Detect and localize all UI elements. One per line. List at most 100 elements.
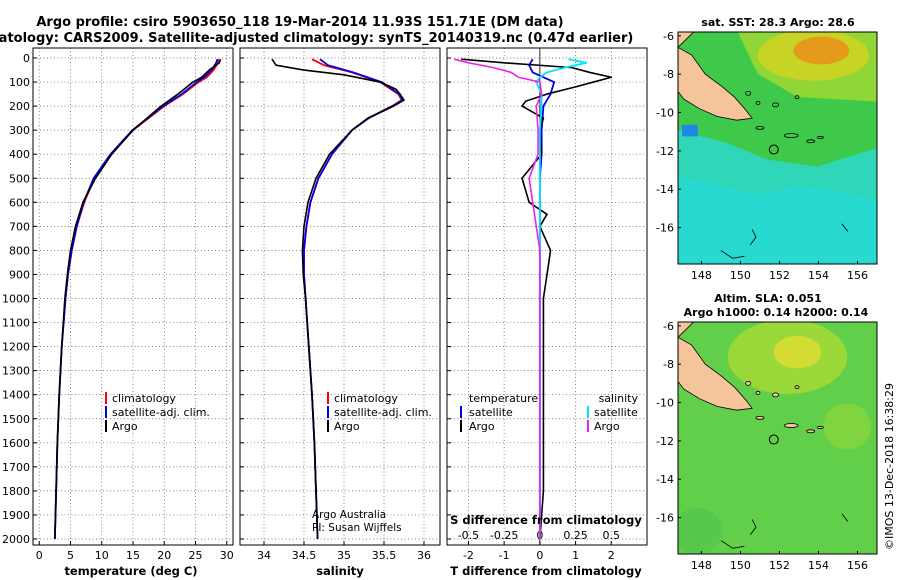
- difference-xlabel: T difference from climatology: [450, 564, 642, 578]
- lon-tick-label: 154: [808, 559, 829, 572]
- x-tick-label: 30: [220, 549, 234, 562]
- island: [806, 139, 816, 144]
- depth-axis: 0 100 200 300 400 500 600 700 800 900 1000 1100 1200…: [2, 52, 30, 546]
- lat-tick-label: -10: [656, 397, 674, 410]
- depth-tick-label: 1000: [2, 293, 30, 306]
- sla-map-title2: Argo h1000: 0.14 h2000: 0.14: [684, 306, 869, 319]
- island: [755, 415, 765, 420]
- legend-satellite-adj: satellite-adj. clim.: [334, 406, 432, 419]
- sst-map: 148 150 152 154 156 -6 -8 -10 -12 -14 -16: [656, 30, 878, 282]
- island: [794, 95, 800, 100]
- lat-tick-label: -10: [656, 107, 674, 120]
- legend-argo: Argo: [112, 420, 138, 433]
- x-tick-label: 15: [126, 549, 140, 562]
- map-frame: [677, 31, 878, 265]
- legend-climatology: climatology: [334, 392, 398, 405]
- land-png: [678, 32, 753, 121]
- lat-tick-label: -12: [656, 435, 674, 448]
- lon-tick-label: 156: [847, 269, 868, 282]
- depth-tick-label: 200: [9, 100, 30, 113]
- s-diff-tick-label: -0.5: [458, 529, 479, 542]
- salinity-legend: climatology satellite-adj. clim. Argo: [327, 392, 432, 433]
- lon-tick-label: 154: [808, 269, 829, 282]
- x-tick-label: 10: [95, 549, 109, 562]
- x-tick-label: 34.5: [292, 549, 317, 562]
- sla-map: 148 150 152 154 156 -6 -8 -10 -12 -14 -16: [656, 320, 878, 572]
- island: [745, 380, 752, 386]
- x-tick-label: 34: [257, 549, 271, 562]
- lon-tick-label: 152: [769, 269, 790, 282]
- island: [772, 392, 779, 398]
- argo-australia-label: Argo Australia: [312, 509, 386, 521]
- plot-frame: [446, 47, 648, 546]
- lat-tick-label: -8: [663, 68, 674, 81]
- series-line-s-argo: [453, 58, 543, 539]
- imos-credit: ©IMOS 13-Dec-2018 16:38:29: [883, 383, 896, 550]
- s-difference-label: S difference from climatology: [450, 513, 642, 527]
- island: [817, 426, 824, 429]
- figure-title-line1: Argo profile: csiro 5903650_118 19-Mar-2…: [36, 15, 563, 30]
- depth-tick-label: 700: [9, 220, 30, 233]
- x-tick-label: 25: [189, 549, 203, 562]
- lat-tick-label: -14: [656, 183, 674, 196]
- depth-tick-label: 400: [9, 148, 30, 161]
- depth-tick-label: 1900: [2, 509, 30, 522]
- x-tick-label: 1: [572, 549, 579, 562]
- island: [745, 90, 752, 96]
- depth-tick-label: 500: [9, 172, 30, 185]
- depth-tick-label: 2000: [2, 533, 30, 546]
- lat-tick-label: -14: [656, 473, 674, 486]
- s-diff-tick-label: 0.25: [563, 529, 588, 542]
- lat-tick-label: -6: [663, 30, 674, 43]
- lon-tick-label: 156: [847, 559, 868, 572]
- temperature-xlabel: temperature (deg C): [64, 564, 197, 578]
- depth-tick-label: 900: [9, 268, 30, 281]
- depth-tick-label: 1200: [2, 341, 30, 354]
- sla-map-title1: Altim. SLA: 0.051: [714, 292, 821, 305]
- legend-climatology: climatology: [112, 392, 176, 405]
- depth-tick-label: 0: [23, 52, 30, 65]
- island: [806, 429, 816, 434]
- depth-tick-label: 800: [9, 244, 30, 257]
- island: [817, 136, 824, 139]
- depth-tick-label: 600: [9, 196, 30, 209]
- island: [755, 125, 765, 130]
- s-diff-tick-label: 0.5: [603, 529, 621, 542]
- difference-panel: -2 -1 0 1 2-0.5 -0.25 0 0.25 0.5: [446, 47, 648, 562]
- island: [755, 391, 761, 395]
- lon-tick-label: 148: [691, 269, 712, 282]
- lat-tick-label: -16: [656, 222, 674, 235]
- salinity-panel: 34 34.5 35 35.5 36: [239, 47, 441, 562]
- pi-label: PI: Susan Wijffels: [312, 522, 402, 534]
- float-location-marker: [768, 144, 779, 155]
- lat-tick-label: -12: [656, 145, 674, 158]
- x-tick-label: 0: [36, 549, 43, 562]
- legend-t-argo: Argo: [469, 420, 495, 433]
- x-tick-label: 5: [67, 549, 74, 562]
- x-tick-label: -2: [463, 549, 474, 562]
- x-tick-label: -1: [499, 549, 510, 562]
- x-tick-label: 35: [337, 549, 351, 562]
- lon-tick-label: 148: [691, 559, 712, 572]
- depth-tick-label: 1500: [2, 413, 30, 426]
- island: [783, 423, 799, 428]
- s-diff-tick-label: -0.25: [490, 529, 518, 542]
- depth-tick-label: 1400: [2, 389, 30, 402]
- legend-t-satellite: satellite: [469, 406, 513, 419]
- island: [794, 385, 800, 390]
- series-line-t-argo: [461, 58, 613, 540]
- legend-s-argo: Argo: [594, 420, 620, 433]
- temperature-panel: 0 5 10 15 20 25 30: [32, 47, 234, 562]
- depth-tick-label: 1100: [2, 317, 30, 330]
- salinity-xlabel: salinity: [316, 564, 364, 578]
- lat-tick-label: -6: [663, 320, 674, 333]
- lat-tick-label: -16: [656, 512, 674, 525]
- difference-legend: temperature satellite Argo salinity sate…: [460, 392, 638, 433]
- legend-s-satellite: satellite: [594, 406, 638, 419]
- plot-frame: [239, 47, 441, 546]
- depth-tick-label: 1800: [2, 485, 30, 498]
- land-png: [678, 322, 753, 411]
- lat-tick-label: -8: [663, 358, 674, 371]
- depth-tick-label: 100: [9, 76, 30, 89]
